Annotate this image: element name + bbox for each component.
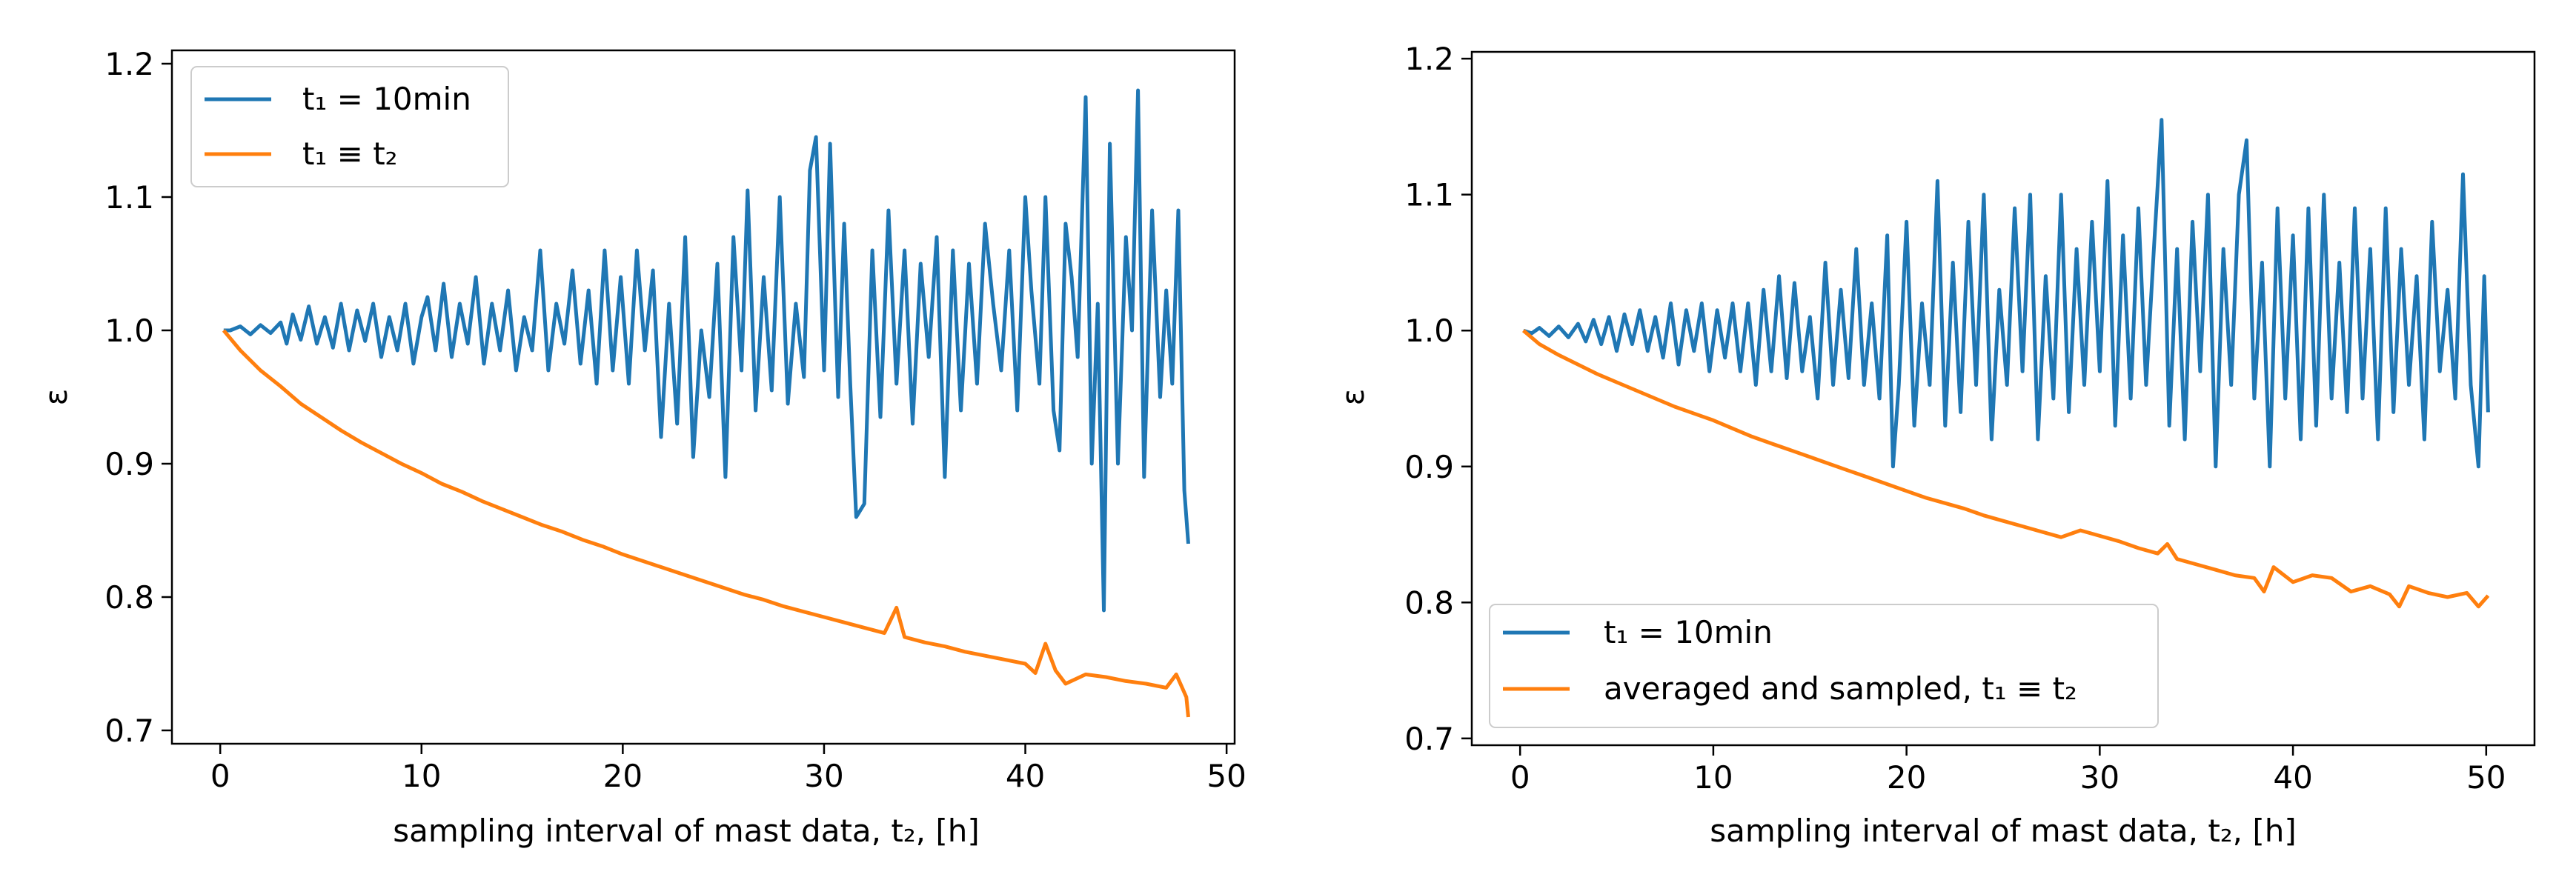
left-chart: 0 10 20 30 40 50 0.7 0.8 0.9 1.0 1.1 1.2 sampling i… <box>38 46 1246 849</box>
right-x-tick-label: 0 <box>1510 759 1530 796</box>
left-x-tick-label: 20 <box>603 758 643 794</box>
right-axis-ticks: 0 10 20 30 40 50 0.7 0.8 0.9 1.0 1.1 1.2 <box>1404 41 2506 796</box>
left-y-tick-label: 1.0 <box>104 313 154 349</box>
right-legend-label-2: averaged and sampled, t₁ ≡ t₂ <box>1604 670 2077 707</box>
right-plot-frame <box>1470 50 2536 747</box>
left-y-axis-label: ε <box>38 389 74 406</box>
right-y-tick-label: 0.9 <box>1404 449 1454 485</box>
right-x-tick-label: 20 <box>1887 759 1926 796</box>
right-legend: t₁ = 10min averaged and sampled, t₁ ≡ t₂ <box>1489 604 2159 728</box>
right-chart: 0 10 20 30 40 50 0.7 0.8 0.9 1.0 1.1 1.2 sampling i… <box>1335 41 2536 849</box>
left-plot-frame <box>170 49 1236 745</box>
right-y-tick-label: 1.2 <box>1404 41 1454 77</box>
left-y-tick-label: 0.7 <box>104 713 154 749</box>
right-x-axis-label: sampling interval of mast data, t₂, [h] <box>1710 813 2297 849</box>
right-x-tick-label: 30 <box>2080 759 2119 796</box>
right-y-tick-label: 1.1 <box>1404 177 1454 213</box>
left-axis-ticks: 0 10 20 30 40 50 0.7 0.8 0.9 1.0 1.1 1.2 <box>104 46 1246 794</box>
left-x-tick-label: 30 <box>804 758 843 794</box>
right-x-tick-label: 40 <box>2273 759 2312 796</box>
right-y-axis-label: ε <box>1335 389 1371 406</box>
left-legend-box <box>190 66 509 187</box>
left-series-line-1 <box>223 88 1190 613</box>
left-x-axis-label: sampling interval of mast data, t₂, [h] <box>393 813 980 849</box>
left-legend-label-2: t₁ ≡ t₂ <box>302 136 398 172</box>
left-legend-label-1: t₁ = 10min <box>302 81 471 117</box>
right-series-line-1 <box>1522 118 2490 469</box>
left-y-tick-label: 1.2 <box>104 46 154 82</box>
left-legend: t₁ = 10min t₁ ≡ t₂ <box>190 66 509 187</box>
left-y-tick-label: 0.8 <box>104 579 154 616</box>
left-series-group <box>222 88 1190 718</box>
left-series-line-2 <box>222 329 1190 718</box>
left-y-tick-label: 0.9 <box>104 446 154 482</box>
left-x-tick-label: 50 <box>1206 758 1246 794</box>
right-x-tick-label: 10 <box>1693 759 1733 796</box>
right-series-group <box>1521 118 2490 609</box>
left-x-tick-label: 40 <box>1006 758 1045 794</box>
right-legend-box <box>1489 604 2159 728</box>
left-x-tick-label: 0 <box>210 758 230 794</box>
right-x-tick-label: 50 <box>2466 759 2506 796</box>
left-x-tick-label: 10 <box>402 758 441 794</box>
right-y-tick-label: 0.8 <box>1404 584 1454 621</box>
right-y-tick-label: 0.7 <box>1404 721 1454 757</box>
right-legend-label-1: t₁ = 10min <box>1604 614 1773 650</box>
right-y-tick-label: 1.0 <box>1404 313 1454 349</box>
right-series-line-2 <box>1521 329 2490 609</box>
left-y-tick-label: 1.1 <box>104 179 154 216</box>
